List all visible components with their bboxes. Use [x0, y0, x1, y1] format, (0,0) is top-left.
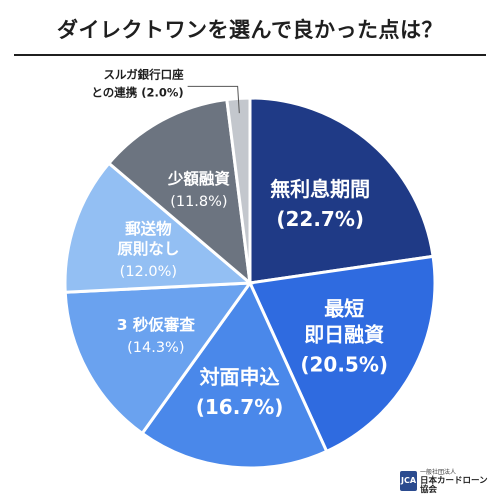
slice-value-2: (16.7%): [196, 395, 284, 419]
pie-slice-2: [140, 280, 329, 470]
slice-value-0: (22.7%): [276, 207, 364, 231]
pie-slice-1: [247, 254, 437, 454]
slice-label-1-line-1: 即日融資: [304, 322, 384, 346]
slice-value-5: (11.8%): [170, 194, 227, 210]
slice-value-1: (20.5%): [300, 352, 388, 376]
pie-slice-0: [248, 96, 435, 285]
jca-logo-text: 一般社団法人 日本カードローン協会: [420, 468, 492, 495]
slice-value-3: (14.3%): [127, 340, 184, 356]
slice-label-3-line-0: 3 秒仮審査: [117, 315, 196, 334]
chart-title: ダイレクトワンを選んで良かった点は？: [57, 18, 443, 42]
chart-title-wrap: ダイレクトワンを選んで良かった点は？: [0, 14, 500, 44]
slice-label-6-line-1: との連携 (2.0%): [91, 85, 183, 99]
leader-line-6: [187, 85, 240, 114]
jca-logo: JCA 一般社団法人 日本カードローン協会: [400, 468, 492, 495]
logo-subtitle: 一般社団法人: [420, 468, 457, 476]
slice-label-4-line-0: 郵送物: [125, 219, 172, 238]
slice-label-1-line-0: 最短: [324, 296, 364, 320]
pie-slice-4: [63, 161, 254, 294]
slice-label-4-line-1: 原則なし: [117, 240, 179, 258]
slice-label-6-line-0: スルガ銀行口座: [103, 67, 184, 81]
logo-name: 日本カードローン協会: [420, 475, 488, 495]
jca-logo-mark: JCA: [400, 471, 418, 491]
title-underline: [14, 54, 486, 56]
pie-slice-3: [63, 281, 254, 436]
slice-value-4: (12.0%): [120, 264, 177, 280]
slice-label-2-line-0: 対面申込: [199, 365, 280, 389]
slice-label-5-line-0: 少額融資: [167, 169, 231, 188]
slice-label-0-line-0: 無利息期間: [270, 177, 370, 201]
pie-slice-5: [106, 97, 252, 287]
